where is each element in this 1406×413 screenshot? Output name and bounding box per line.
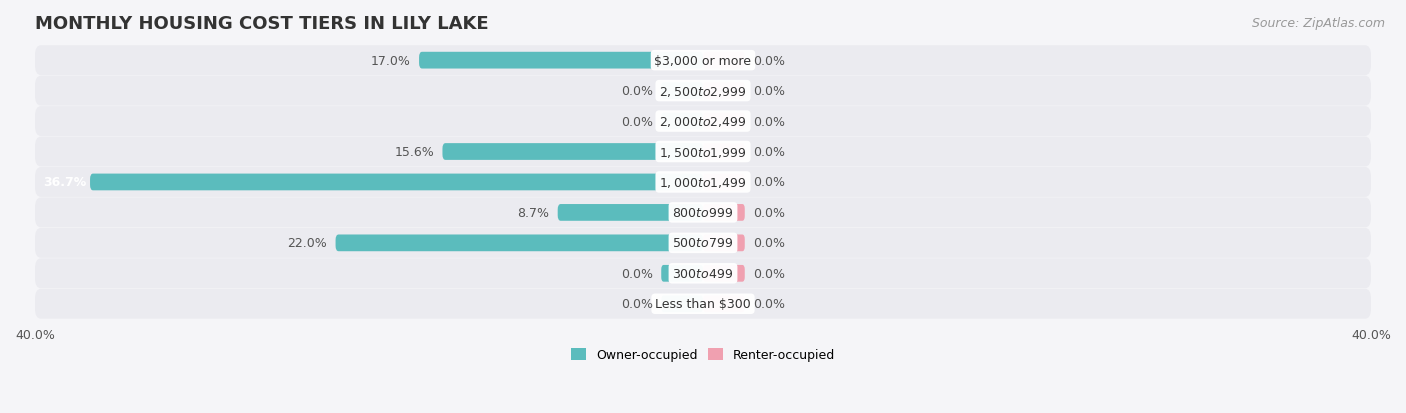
FancyBboxPatch shape — [443, 144, 703, 161]
Text: $2,000 to $2,499: $2,000 to $2,499 — [659, 115, 747, 129]
FancyBboxPatch shape — [35, 259, 1371, 289]
Text: 0.0%: 0.0% — [754, 146, 785, 159]
Text: $1,500 to $1,999: $1,500 to $1,999 — [659, 145, 747, 159]
Text: $800 to $999: $800 to $999 — [672, 206, 734, 219]
Text: 0.0%: 0.0% — [754, 55, 785, 67]
Text: 0.0%: 0.0% — [754, 297, 785, 311]
FancyBboxPatch shape — [419, 53, 703, 69]
FancyBboxPatch shape — [703, 235, 745, 252]
Text: 36.7%: 36.7% — [44, 176, 87, 189]
Legend: Owner-occupied, Renter-occupied: Owner-occupied, Renter-occupied — [567, 343, 839, 366]
FancyBboxPatch shape — [703, 144, 745, 161]
Text: Less than $300: Less than $300 — [655, 297, 751, 311]
FancyBboxPatch shape — [703, 296, 745, 312]
FancyBboxPatch shape — [35, 198, 1371, 228]
Text: $3,000 or more: $3,000 or more — [655, 55, 751, 67]
FancyBboxPatch shape — [35, 168, 1371, 197]
Text: $2,500 to $2,999: $2,500 to $2,999 — [659, 84, 747, 98]
Text: 22.0%: 22.0% — [287, 237, 328, 250]
Text: Source: ZipAtlas.com: Source: ZipAtlas.com — [1251, 17, 1385, 29]
Text: $300 to $499: $300 to $499 — [672, 267, 734, 280]
Text: MONTHLY HOUSING COST TIERS IN LILY LAKE: MONTHLY HOUSING COST TIERS IN LILY LAKE — [35, 15, 488, 33]
FancyBboxPatch shape — [661, 296, 703, 312]
Text: $1,000 to $1,499: $1,000 to $1,499 — [659, 176, 747, 190]
FancyBboxPatch shape — [703, 265, 745, 282]
FancyBboxPatch shape — [336, 235, 703, 252]
Text: 15.6%: 15.6% — [394, 146, 434, 159]
FancyBboxPatch shape — [35, 46, 1371, 76]
FancyBboxPatch shape — [90, 174, 703, 191]
FancyBboxPatch shape — [703, 174, 745, 191]
Text: 0.0%: 0.0% — [754, 85, 785, 98]
FancyBboxPatch shape — [35, 76, 1371, 106]
FancyBboxPatch shape — [35, 289, 1371, 319]
FancyBboxPatch shape — [661, 114, 703, 130]
FancyBboxPatch shape — [703, 114, 745, 130]
Text: 0.0%: 0.0% — [621, 267, 652, 280]
FancyBboxPatch shape — [661, 83, 703, 100]
FancyBboxPatch shape — [661, 265, 703, 282]
FancyBboxPatch shape — [35, 228, 1371, 258]
FancyBboxPatch shape — [703, 204, 745, 221]
Text: 17.0%: 17.0% — [371, 55, 411, 67]
Text: 0.0%: 0.0% — [754, 237, 785, 250]
Text: 0.0%: 0.0% — [754, 176, 785, 189]
Text: 0.0%: 0.0% — [621, 297, 652, 311]
FancyBboxPatch shape — [35, 137, 1371, 167]
Text: 0.0%: 0.0% — [621, 115, 652, 128]
Text: 0.0%: 0.0% — [754, 115, 785, 128]
Text: 0.0%: 0.0% — [754, 267, 785, 280]
Text: 0.0%: 0.0% — [621, 85, 652, 98]
FancyBboxPatch shape — [35, 107, 1371, 137]
FancyBboxPatch shape — [703, 83, 745, 100]
Text: 8.7%: 8.7% — [517, 206, 550, 219]
FancyBboxPatch shape — [558, 204, 703, 221]
FancyBboxPatch shape — [703, 53, 745, 69]
Text: 0.0%: 0.0% — [754, 206, 785, 219]
Text: $500 to $799: $500 to $799 — [672, 237, 734, 250]
